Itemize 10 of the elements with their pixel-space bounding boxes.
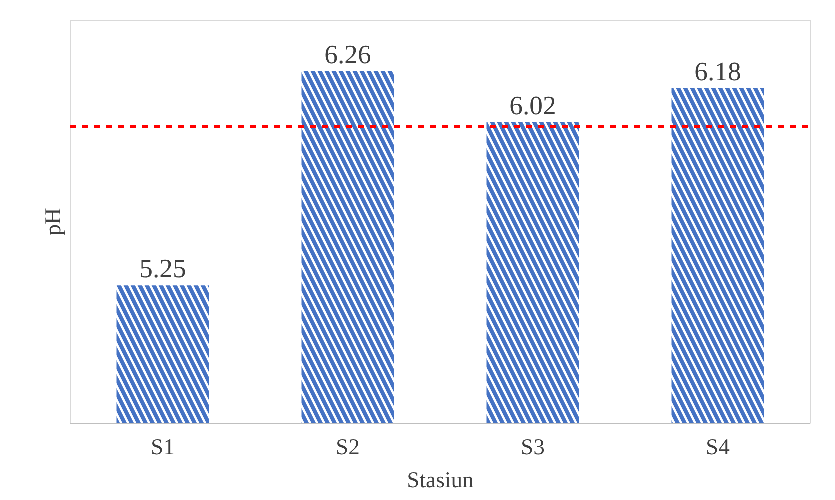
x-tick-label: S1	[151, 434, 175, 460]
x-tick-label: S3	[521, 434, 545, 460]
data-label: 6.18	[694, 56, 742, 86]
x-tick-label: S4	[706, 434, 730, 460]
data-label: 5.25	[140, 254, 186, 284]
data-label: 6.02	[510, 90, 556, 120]
data-label: 6.26	[324, 39, 372, 70]
y-axis-title: pH	[40, 208, 66, 236]
x-tick-label: S2	[336, 434, 360, 460]
x-axis-title: Stasiun	[407, 468, 474, 492]
